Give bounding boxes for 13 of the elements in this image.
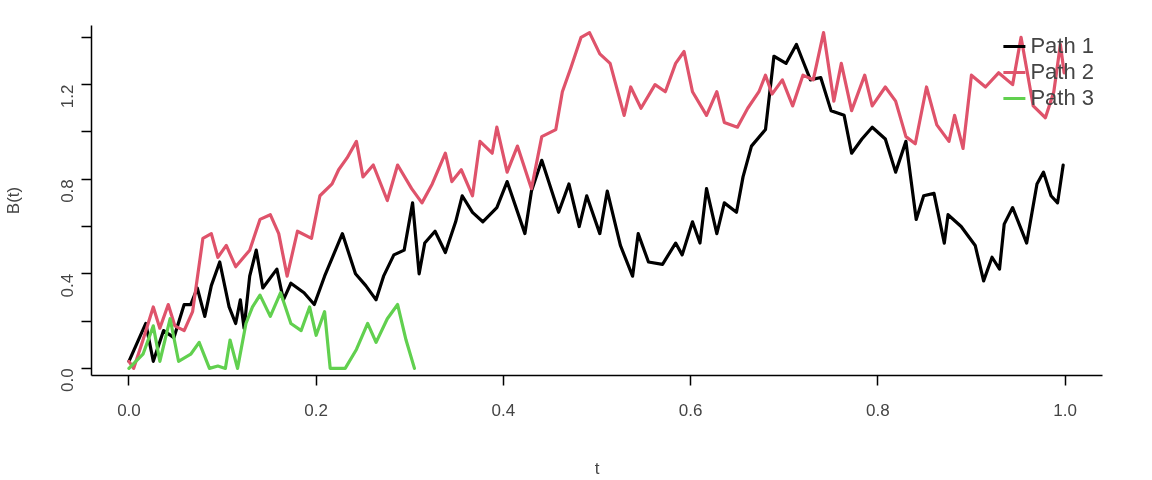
x-tick-label: 0.0 <box>117 400 141 420</box>
x-tick-label: 0.2 <box>304 400 328 420</box>
x-tick-label: 0.4 <box>491 400 516 420</box>
legend-label: Path 1 <box>1030 33 1094 59</box>
x-tick-label: 0.6 <box>678 400 703 420</box>
x-axis-title: t <box>594 458 600 478</box>
x-tick-label: 1.0 <box>1053 400 1077 420</box>
x-tick-label: 0.8 <box>866 400 890 420</box>
y-tick-label: 1.2 <box>58 84 78 109</box>
y-tick-label: 0.0 <box>58 368 78 393</box>
y-tick-label: 0.8 <box>58 179 78 203</box>
y-axis-title: B(t) <box>3 186 23 215</box>
y-tick-label: 0.4 <box>58 273 78 298</box>
